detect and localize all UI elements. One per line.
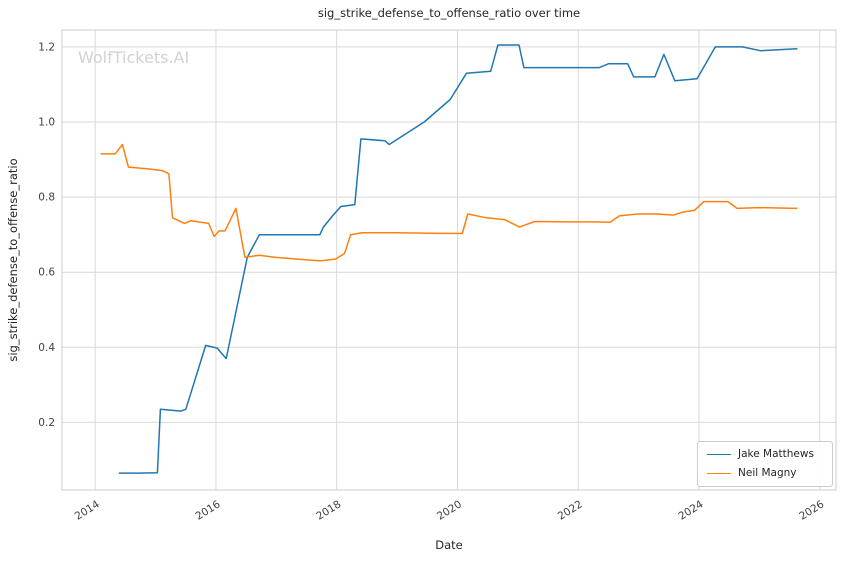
- x-axis-label: Date: [435, 538, 463, 552]
- legend-line-swatch-orange: [707, 473, 731, 474]
- y-tick-label: 1.0: [38, 117, 55, 129]
- chart-title: sig_strike_defense_to_offense_ratio over…: [318, 6, 580, 20]
- plot-border: [61, 29, 837, 491]
- grid-lines: [62, 30, 836, 490]
- legend-line-swatch-blue: [707, 454, 731, 455]
- watermark: WolfTickets.AI: [78, 48, 189, 67]
- y-tick-label: 0.4: [38, 342, 55, 354]
- series-line-jake-matthews: [118, 44, 798, 474]
- y-axis-label: sig_strike_defense_to_offense_ratio: [6, 158, 20, 361]
- x-tick-label: 2018: [314, 498, 343, 522]
- legend: Jake Matthews Neil Magny: [697, 441, 833, 487]
- legend-label-neil-magny: Neil Magny: [738, 467, 797, 479]
- legend-item-jake-matthews: Jake Matthews: [707, 448, 823, 461]
- y-tick-label: 0.2: [38, 417, 55, 429]
- legend-label-jake-matthews: Jake Matthews: [738, 448, 814, 460]
- x-tick-label: 2016: [194, 498, 223, 523]
- legend-item-neil-magny: Neil Magny: [707, 467, 823, 480]
- x-tick-label: 2014: [73, 498, 102, 523]
- series-lines: [100, 44, 798, 474]
- x-tick-label: 2022: [556, 498, 585, 522]
- y-tick-label: 0.8: [38, 192, 55, 204]
- y-tick-label: 1.2: [38, 41, 55, 53]
- x-tick-label: 2020: [435, 498, 464, 522]
- plot-area: [62, 30, 836, 490]
- x-tick-label: 2026: [797, 498, 826, 523]
- series-line-neil-magny: [100, 143, 798, 262]
- y-tick-label: 0.6: [38, 267, 55, 279]
- x-tick-label: 2024: [677, 498, 706, 523]
